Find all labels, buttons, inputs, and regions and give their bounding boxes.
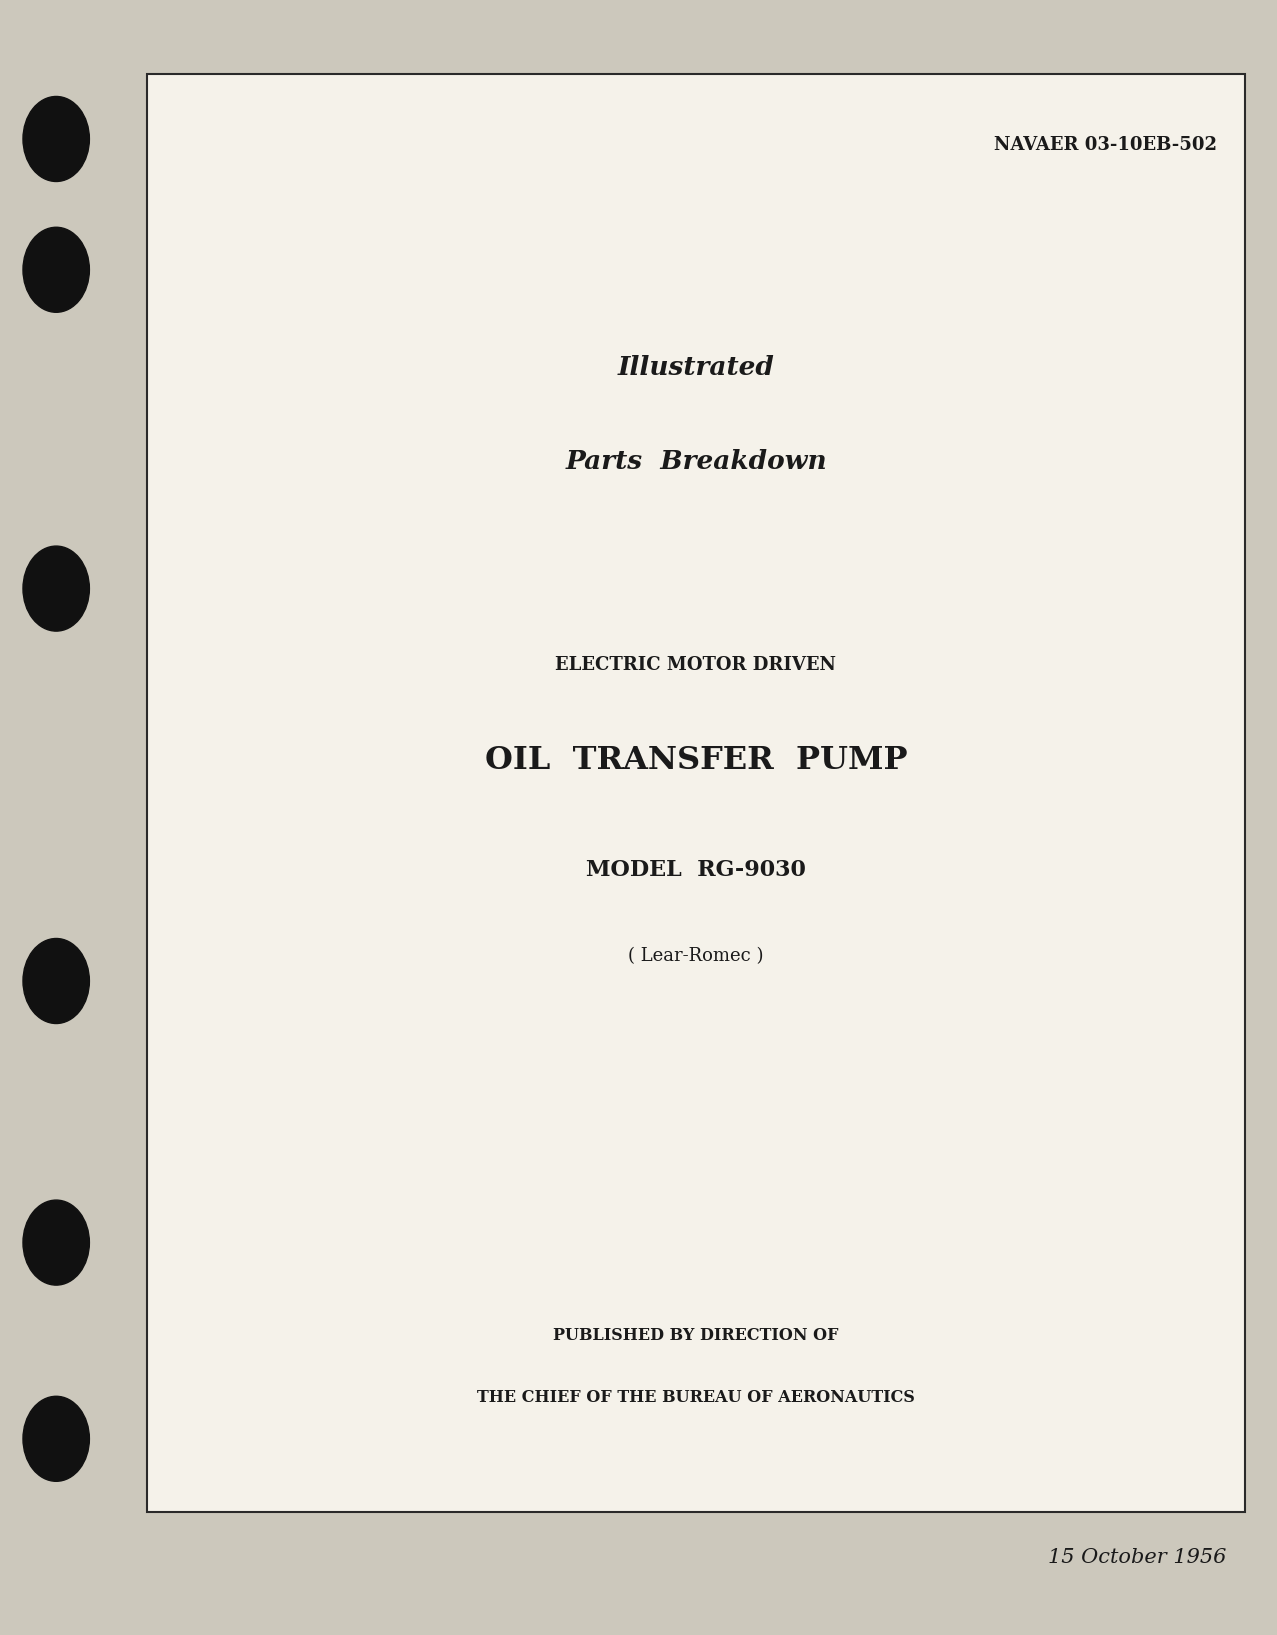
Circle shape: [23, 546, 89, 631]
Text: 15 October 1956: 15 October 1956: [1047, 1548, 1226, 1568]
Circle shape: [23, 1200, 89, 1285]
Circle shape: [23, 96, 89, 181]
Text: OIL  TRANSFER  PUMP: OIL TRANSFER PUMP: [485, 746, 907, 775]
Text: ELECTRIC MOTOR DRIVEN: ELECTRIC MOTOR DRIVEN: [555, 656, 836, 675]
Text: Parts  Breakdown: Parts Breakdown: [566, 448, 826, 474]
Circle shape: [23, 1396, 89, 1481]
Text: THE CHIEF OF THE BUREAU OF AERONAUTICS: THE CHIEF OF THE BUREAU OF AERONAUTICS: [478, 1390, 914, 1406]
Text: Illustrated: Illustrated: [618, 355, 774, 381]
Text: MODEL  RG-9030: MODEL RG-9030: [586, 858, 806, 881]
Text: NAVAER 03-10EB-502: NAVAER 03-10EB-502: [994, 136, 1217, 154]
Text: ( Lear-Romec ): ( Lear-Romec ): [628, 947, 764, 966]
Circle shape: [23, 227, 89, 312]
FancyBboxPatch shape: [147, 74, 1245, 1512]
Text: PUBLISHED BY DIRECTION OF: PUBLISHED BY DIRECTION OF: [553, 1328, 839, 1344]
Circle shape: [23, 938, 89, 1024]
